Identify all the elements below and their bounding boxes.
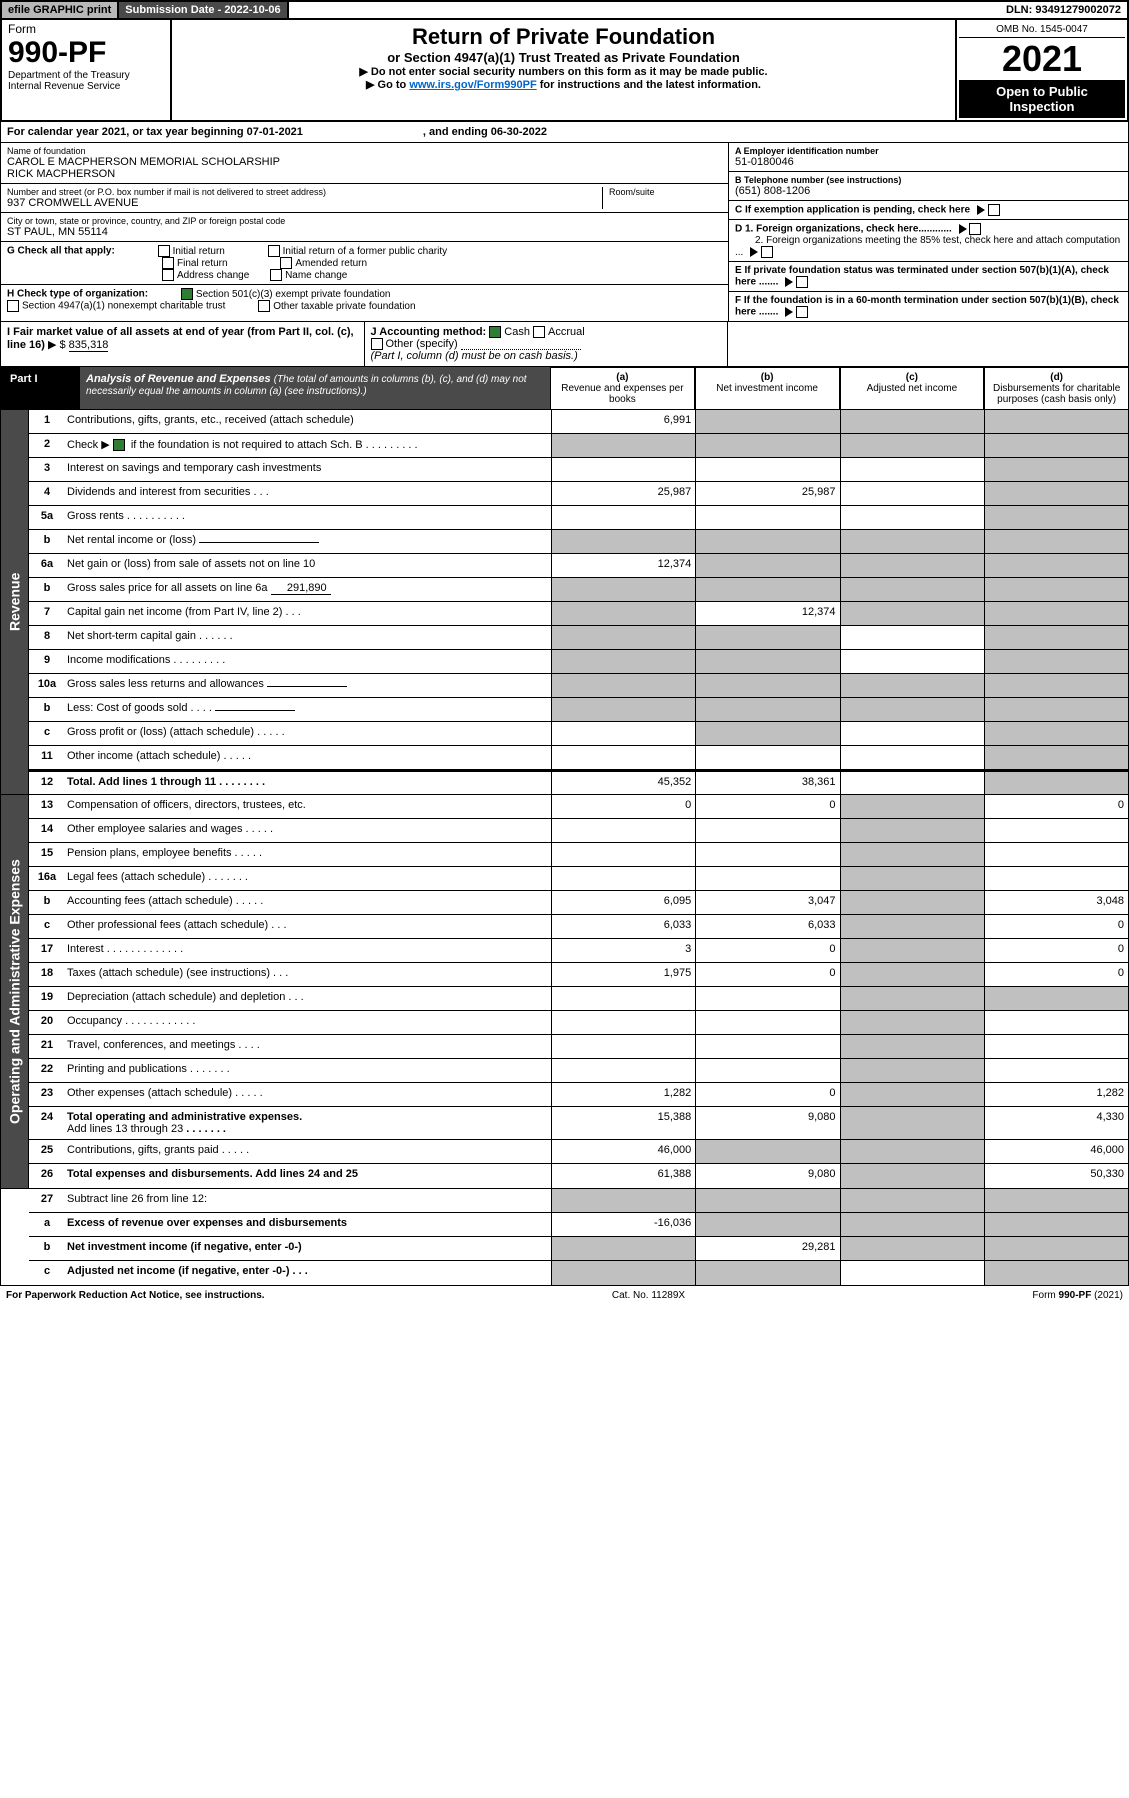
- phone-label: B Telephone number (see instructions): [735, 175, 901, 185]
- chk-d2[interactable]: [761, 246, 773, 258]
- addr-label: Number and street (or P.O. box number if…: [7, 187, 602, 197]
- chk-initial[interactable]: [158, 245, 170, 257]
- f-row: F If the foundation is in a 60-month ter…: [729, 292, 1128, 321]
- r4-a: 25,987: [551, 482, 695, 505]
- instr-ssn: ▶ Do not enter social security numbers o…: [176, 65, 951, 78]
- ein: 51-0180046: [735, 156, 1122, 168]
- r1-a: 6,991: [551, 410, 695, 433]
- top-bar: efile GRAPHIC print Submission Date - 20…: [0, 0, 1129, 20]
- chk-amended[interactable]: [280, 257, 292, 269]
- chk-cash[interactable]: [489, 326, 501, 338]
- r6b-inline: 291,890: [271, 582, 331, 595]
- expenses-section: Operating and Administrative Expenses 13…: [0, 795, 1129, 1189]
- r27b-b: 29,281: [695, 1237, 839, 1260]
- chk-other-method[interactable]: [371, 338, 383, 350]
- chk-c[interactable]: [988, 204, 1000, 216]
- omb-number: OMB No. 1545-0047: [959, 22, 1125, 38]
- irs-link[interactable]: www.irs.gov/Form990PF: [409, 79, 536, 91]
- foundation-name: CAROL E MACPHERSON MEMORIAL SCHOLARSHIP: [7, 156, 722, 168]
- h-check-row: H Check type of organization: Section 50…: [1, 285, 728, 315]
- r4-b: 25,987: [695, 482, 839, 505]
- chk-e[interactable]: [796, 276, 808, 288]
- submission-date: Submission Date - 2022-10-06: [119, 2, 288, 18]
- d-row: D 1. Foreign organizations, check here..…: [729, 220, 1128, 262]
- instr-goto: ▶ Go to www.irs.gov/Form990PF for instru…: [176, 78, 951, 91]
- chk-501c3[interactable]: [181, 288, 193, 300]
- r12-a: 45,352: [551, 772, 695, 794]
- e-row: E If private foundation status was termi…: [729, 262, 1128, 292]
- foundation-name-2: RICK MACPHERSON: [7, 168, 722, 180]
- part1-title: Analysis of Revenue and Expenses: [86, 373, 271, 385]
- revenue-section: Revenue 1Contributions, gifts, grants, e…: [0, 409, 1129, 795]
- tax-year: 2021: [959, 38, 1125, 80]
- chk-d1[interactable]: [969, 223, 981, 235]
- c-row: C If exemption application is pending, c…: [729, 201, 1128, 220]
- city-label: City or town, state or province, country…: [7, 216, 722, 226]
- city-state-zip: ST PAUL, MN 55114: [7, 226, 722, 238]
- name-label: Name of foundation: [7, 146, 722, 156]
- summary-section: 27Subtract line 26 from line 12: aExcess…: [0, 1189, 1129, 1286]
- chk-other-taxable[interactable]: [258, 300, 270, 312]
- chk-accrual[interactable]: [533, 326, 545, 338]
- arrow-icon: [977, 205, 985, 215]
- efile-print-button[interactable]: efile GRAPHIC print: [2, 2, 119, 18]
- form-subtitle: or Section 4947(a)(1) Trust Treated as P…: [176, 50, 951, 65]
- phone: (651) 808-1206: [735, 185, 1122, 197]
- dept-treasury: Department of the Treasury: [8, 70, 164, 81]
- form-label: Form: [8, 22, 164, 36]
- i-j-row: I Fair market value of all assets at end…: [0, 322, 1129, 367]
- chk-f[interactable]: [796, 306, 808, 318]
- chk-schb[interactable]: [113, 439, 125, 451]
- open-inspection: Open to Public Inspection: [959, 80, 1125, 118]
- chk-4947[interactable]: [7, 300, 19, 312]
- r12-b: 38,361: [695, 772, 839, 794]
- part1-label: Part I: [0, 367, 80, 409]
- chk-initial-former[interactable]: [268, 245, 280, 257]
- expenses-label: Operating and Administrative Expenses: [1, 795, 29, 1188]
- dln: DLN: 93491279002072: [1000, 2, 1127, 18]
- form-number: 990-PF: [8, 36, 164, 70]
- irs: Internal Revenue Service: [8, 81, 164, 92]
- chk-address[interactable]: [162, 269, 174, 281]
- chk-name[interactable]: [270, 269, 282, 281]
- calendar-year-row: For calendar year 2021, or tax year begi…: [0, 122, 1129, 143]
- room-label: Room/suite: [609, 187, 722, 197]
- chk-final[interactable]: [162, 257, 174, 269]
- g-check-row: G Check all that apply: Initial return I…: [1, 242, 728, 285]
- part1-header: Part I Analysis of Revenue and Expenses …: [0, 367, 1129, 409]
- entity-info: Name of foundation CAROL E MACPHERSON ME…: [0, 143, 1129, 322]
- r27a-a: -16,036: [551, 1213, 695, 1236]
- r7-b: 12,374: [695, 602, 839, 625]
- street-address: 937 CROMWELL AVENUE: [7, 197, 602, 209]
- fmv-value: 835,318: [69, 339, 109, 352]
- form-header: Form 990-PF Department of the Treasury I…: [0, 20, 1129, 122]
- ein-label: A Employer identification number: [735, 146, 879, 156]
- page-footer: For Paperwork Reduction Act Notice, see …: [0, 1286, 1129, 1305]
- revenue-label: Revenue: [1, 410, 29, 794]
- r6a-a: 12,374: [551, 554, 695, 577]
- form-title: Return of Private Foundation: [176, 24, 951, 50]
